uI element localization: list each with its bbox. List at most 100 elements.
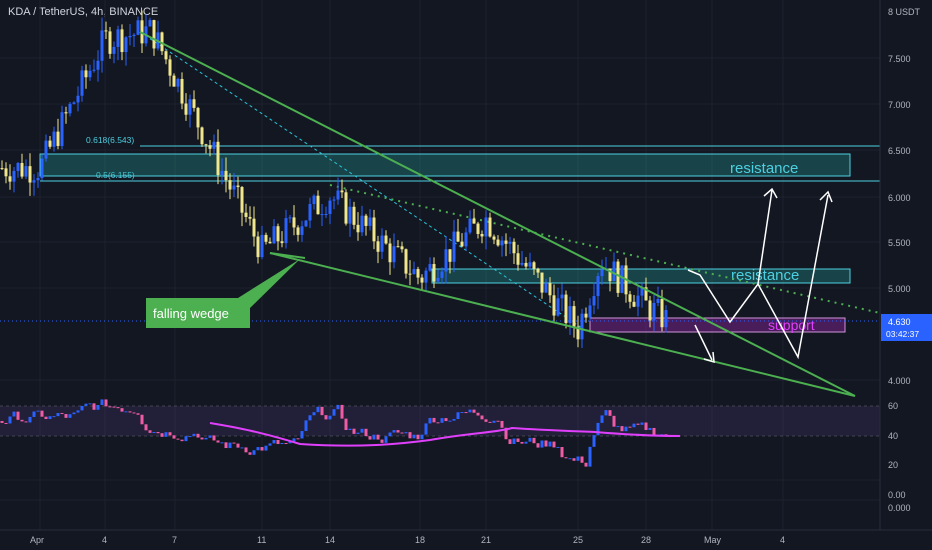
- rsi-bar: [488, 421, 492, 423]
- candle-body: [284, 218, 288, 244]
- candle-body: [396, 246, 400, 248]
- candle-body: [552, 295, 556, 316]
- candle-body: [336, 190, 340, 200]
- candle-body: [0, 168, 4, 170]
- candle-body: [280, 241, 284, 244]
- dotted-trendline-upper[interactable]: [329, 184, 881, 314]
- candle-body: [628, 294, 632, 302]
- candle-body: [112, 46, 116, 54]
- rsi-bar: [592, 435, 596, 447]
- rsi-bar: [44, 416, 48, 420]
- candle-body: [48, 140, 52, 147]
- rsi-bar: [420, 434, 424, 440]
- dashed-trendline-inner[interactable]: [139, 31, 589, 333]
- candle-body: [28, 166, 32, 183]
- candle-body: [176, 78, 180, 87]
- support-label: support: [768, 317, 815, 333]
- candle-body: [440, 271, 444, 278]
- wedge-lower-line[interactable]: [269, 252, 856, 397]
- candle-body: [636, 295, 640, 307]
- candle-body: [244, 212, 248, 217]
- rsi-bar: [476, 412, 480, 416]
- candle-body: [472, 218, 476, 224]
- candle-body: [104, 30, 108, 32]
- rsi-bar: [228, 442, 232, 449]
- wedge-lower-line-start[interactable]: [269, 252, 306, 259]
- rsi-bar: [76, 410, 80, 413]
- rsi-bar: [48, 416, 52, 420]
- rsi-bar: [348, 428, 352, 431]
- rsi-ma-line: [209, 422, 681, 447]
- falling-wedge-label: falling wedge: [153, 306, 229, 321]
- rsi-bar: [268, 443, 272, 446]
- price-axis[interactable]: 8 USDT 7.500 7.000 6.500 6.000 5.500 5.0…: [879, 0, 932, 530]
- resistance-zone-upper[interactable]: [39, 153, 851, 177]
- candle-body: [188, 99, 192, 115]
- candle-body: [532, 262, 536, 269]
- rsi-bar: [516, 438, 520, 442]
- candle-body: [168, 59, 172, 76]
- rsi-bars: [0, 399, 668, 467]
- rsi-bar: [352, 428, 356, 434]
- candle-body: [568, 306, 572, 324]
- falling-wedge-callout[interactable]: falling wedge: [146, 259, 300, 328]
- candle-body: [476, 223, 480, 234]
- candle-body: [164, 51, 168, 60]
- candle-body: [200, 127, 204, 145]
- rsi-bar: [360, 428, 364, 433]
- rsi-bar: [176, 438, 180, 440]
- candle-body: [496, 239, 500, 246]
- candle-body: [432, 264, 436, 282]
- wedge-upper-line[interactable]: [139, 31, 856, 397]
- rsi-bar: [324, 415, 328, 420]
- candle-body: [132, 34, 136, 37]
- projection-paths[interactable]: [687, 189, 829, 361]
- candle-body: [24, 166, 28, 177]
- rsi-bar: [140, 414, 144, 425]
- rsi-band: [0, 406, 880, 436]
- rsi-bar: [108, 406, 112, 408]
- candle-body: [272, 226, 276, 244]
- time-axis[interactable]: Apr 4 7 11 14 18 21 25 28 May 4: [0, 529, 932, 545]
- rsi-bar: [0, 421, 4, 423]
- candle-body: [364, 215, 368, 226]
- candle-body: [208, 145, 212, 149]
- rsi-bar: [168, 432, 172, 436]
- rsi-bar: [164, 432, 168, 437]
- candle-body: [420, 277, 424, 283]
- candle-body: [64, 112, 68, 114]
- rsi-bar: [408, 432, 412, 439]
- rsi-bar: [272, 440, 276, 444]
- rsi-bar: [344, 418, 348, 431]
- candle-body: [612, 261, 616, 282]
- rsi-bar: [24, 421, 28, 423]
- candle-body: [68, 103, 72, 114]
- candle-body: [520, 262, 524, 265]
- rsi-bar: [468, 409, 472, 413]
- rsi-bar: [316, 406, 320, 413]
- rsi-bar: [336, 404, 340, 410]
- rsi-bar: [484, 419, 488, 422]
- candle-body: [528, 262, 532, 267]
- rsi-bar: [84, 403, 88, 406]
- rsi-bar: [240, 447, 244, 449]
- time-tick: 18: [415, 535, 425, 545]
- rsi-bar: [252, 450, 256, 455]
- rsi-bar: [120, 408, 124, 412]
- price-tick: 6.000: [888, 193, 911, 203]
- rsi-bar: [92, 403, 96, 410]
- rsi-bar: [368, 436, 372, 440]
- price-axis-unit: 8 USDT: [888, 7, 921, 17]
- candle-body: [344, 192, 348, 224]
- rsi-bar: [524, 441, 528, 444]
- rsi-bar: [540, 440, 544, 448]
- rsi-bar: [436, 422, 440, 424]
- rsi-bar: [628, 426, 632, 428]
- arrow-heads: [703, 187, 833, 364]
- candle-body: [180, 78, 184, 104]
- rsi-bar: [188, 436, 192, 438]
- candle-body: [424, 270, 428, 283]
- time-grid: [39, 0, 784, 530]
- candle-body: [412, 269, 416, 274]
